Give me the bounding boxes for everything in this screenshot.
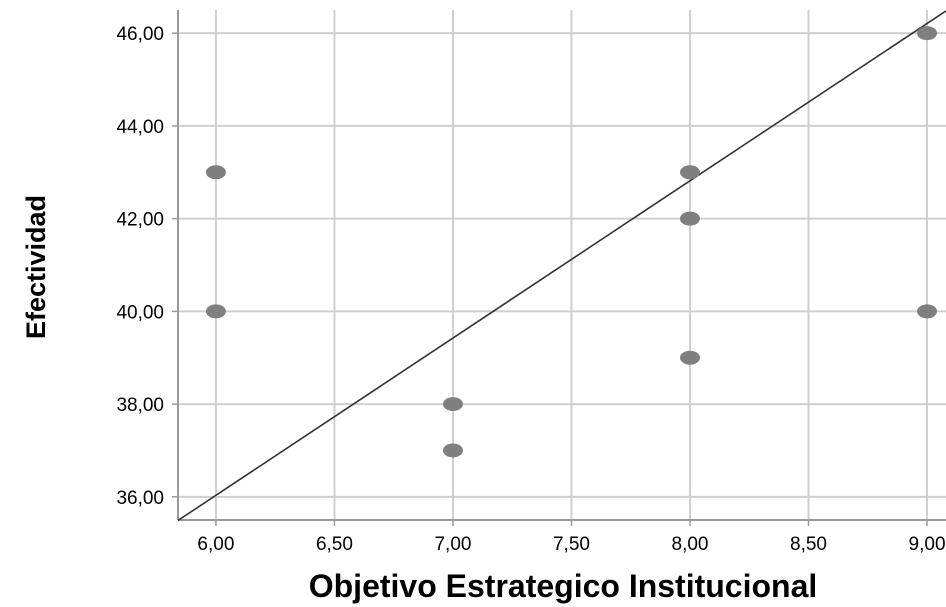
- y-tick-label: 36,00: [116, 488, 164, 509]
- x-tick-label: 8,50: [790, 534, 827, 555]
- x-tick-label: 6,50: [316, 534, 353, 555]
- y-tick-label: 44,00: [116, 117, 164, 138]
- data-point: [917, 304, 937, 318]
- grid-vertical-lines: [216, 10, 927, 520]
- y-tick-label: 40,00: [116, 302, 164, 323]
- x-tick-label: 9,00: [909, 534, 946, 555]
- data-point: [206, 165, 226, 179]
- data-point: [443, 397, 463, 411]
- y-tick-label: 46,00: [116, 24, 164, 45]
- data-point: [206, 304, 226, 318]
- y-axis-title: Efectividad: [21, 195, 51, 339]
- y-tick-labels: 36,00 38,00 40,00 42,00 44,00 46,00: [116, 24, 178, 509]
- data-point: [917, 26, 937, 40]
- x-tick-labels: 6,00 6,50 7,00 7,50 8,00 8,50 9,00: [197, 520, 945, 555]
- x-tick-label: 8,00: [672, 534, 709, 555]
- data-point: [680, 165, 700, 179]
- data-point: [680, 351, 700, 365]
- x-tick-label: 7,50: [553, 534, 590, 555]
- y-tick-label: 42,00: [116, 210, 164, 231]
- data-point: [443, 443, 463, 457]
- y-tick-label: 38,00: [116, 395, 164, 416]
- data-point: [680, 212, 700, 226]
- fit-line: [178, 11, 946, 521]
- x-tick-label: 6,00: [197, 534, 234, 555]
- x-axis-title: Objetivo Estrategico Institucional: [309, 568, 818, 604]
- x-tick-label: 7,00: [434, 534, 471, 555]
